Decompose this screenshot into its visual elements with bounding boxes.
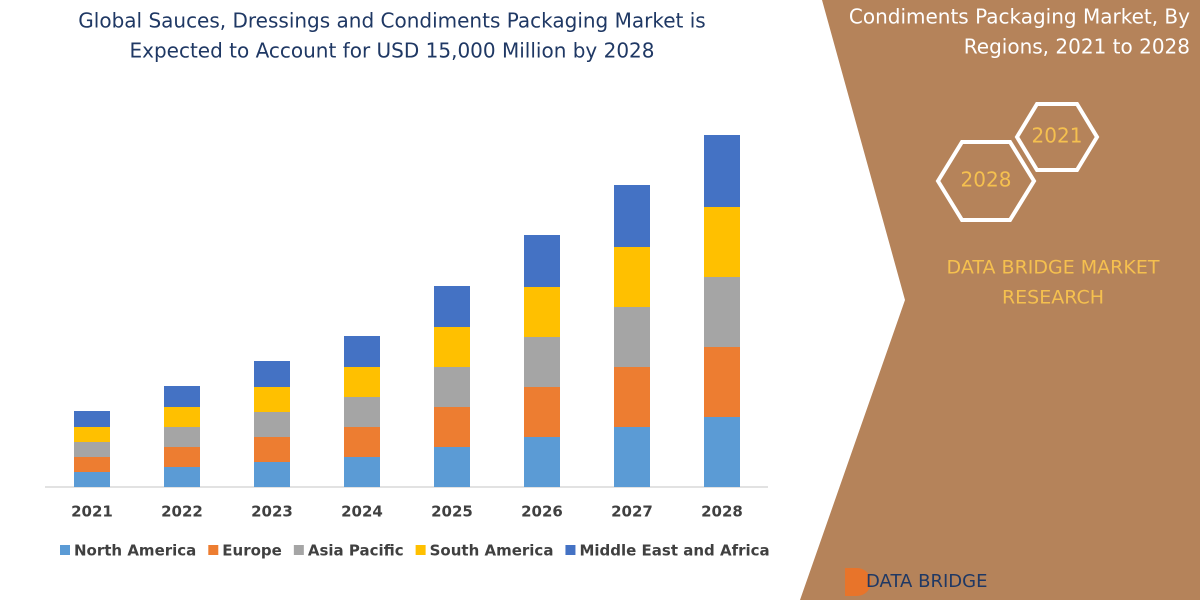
x-tick-label: 2024 [341, 503, 383, 521]
brand-text: RESEARCH [1002, 287, 1104, 309]
bar-segment [704, 347, 740, 417]
bar-segment [74, 472, 110, 487]
x-tick-label: 2022 [161, 503, 203, 521]
bar-segment [344, 457, 380, 487]
x-tick-label: 2027 [611, 503, 653, 521]
bar-segment [344, 397, 380, 427]
chart-title: Global Sauces, Dressings and Condiments … [78, 9, 705, 33]
bar-segment [254, 361, 290, 387]
bar-segment [434, 407, 470, 447]
bar-segment [164, 467, 200, 487]
legend-swatch [415, 545, 426, 555]
bar-segment [524, 337, 560, 387]
logo-text: DATA BRIDGE [866, 571, 987, 592]
x-tick-label: 2028 [701, 503, 743, 521]
bar-segment [524, 235, 560, 287]
legend-label: Middle East and Africa [579, 542, 769, 560]
bar-segment [524, 387, 560, 437]
x-tick-label: 2021 [71, 503, 113, 521]
legend-swatch [565, 545, 576, 555]
bar-segment [254, 462, 290, 487]
legend-label: North America [74, 542, 196, 560]
legend-label: South America [430, 542, 554, 560]
panel-title: Condiments Packaging Market, By [849, 5, 1190, 29]
bar-segment [434, 367, 470, 407]
bar-segment [344, 427, 380, 457]
bar-segment [704, 207, 740, 277]
bar-segment [164, 427, 200, 447]
bar-segment [614, 247, 650, 307]
bar-segment [614, 367, 650, 427]
bar-segment [164, 386, 200, 407]
logo-icon [845, 568, 871, 596]
chart-title: Expected to Account for USD 15,000 Milli… [129, 39, 654, 63]
bar-segment [614, 427, 650, 487]
bar-segment [524, 287, 560, 337]
bar-segment [254, 387, 290, 412]
panel-title: Regions, 2021 to 2028 [964, 35, 1190, 59]
x-tick-label: 2026 [521, 503, 563, 521]
x-tick-label: 2025 [431, 503, 473, 521]
hexagon-label: 2021 [1032, 124, 1083, 148]
bar-segment [614, 185, 650, 247]
bar-segment [74, 427, 110, 442]
brand-text: DATA BRIDGE MARKET [947, 257, 1160, 279]
bar-segment [704, 135, 740, 207]
legend-label: Asia Pacific [308, 542, 404, 560]
hexagon-label: 2028 [961, 168, 1012, 192]
side-panel [800, 0, 1200, 600]
bar-segment [704, 277, 740, 347]
x-tick-label: 2023 [251, 503, 293, 521]
bar-segment [254, 437, 290, 462]
bar-segment [74, 442, 110, 457]
bar-segment [434, 286, 470, 327]
hexagon [935, 140, 1037, 222]
bar-segment [704, 417, 740, 487]
legend-swatch [208, 545, 219, 555]
bar-segment [344, 367, 380, 397]
bar-segment [74, 411, 110, 427]
bar-segment [254, 412, 290, 437]
bar-segment [74, 457, 110, 472]
bar-segment [164, 447, 200, 467]
legend-swatch [293, 545, 304, 555]
bar-segment [164, 407, 200, 427]
hexagon [1014, 102, 1100, 172]
bar-segment [524, 437, 560, 487]
legend-label: Europe [222, 542, 282, 560]
bar-segment [434, 447, 470, 487]
bar-segment [344, 336, 380, 367]
bar-segment [614, 307, 650, 367]
bar-segment [434, 327, 470, 367]
legend-swatch [60, 545, 70, 555]
